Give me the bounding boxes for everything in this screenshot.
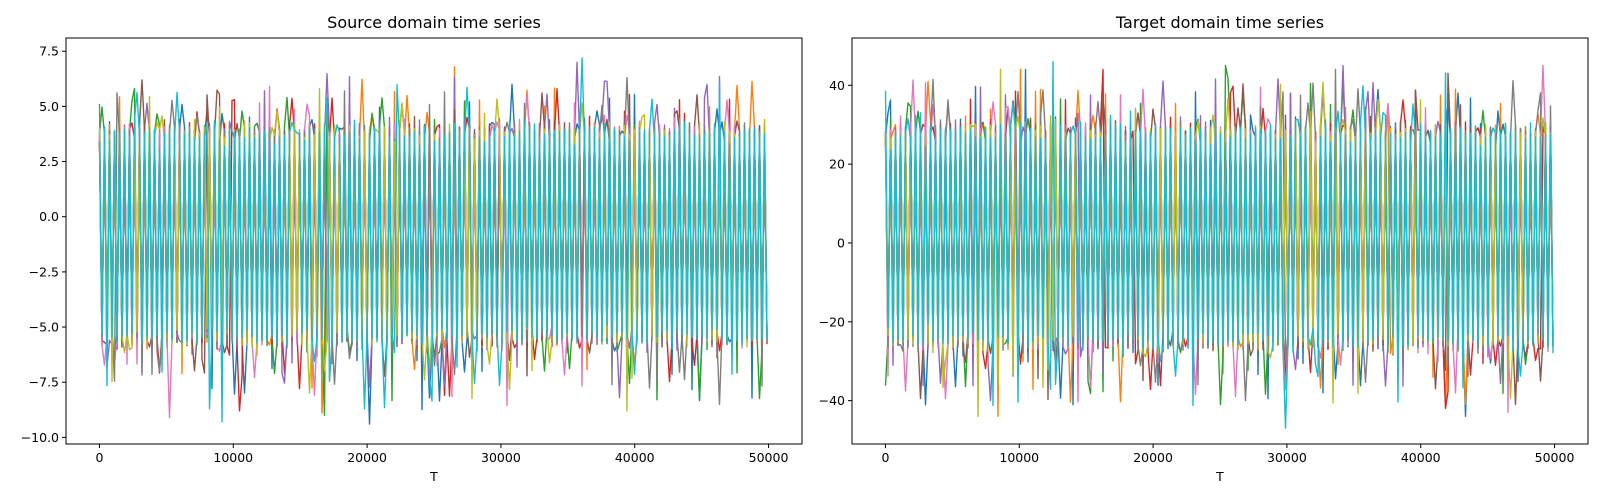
target-series-10-line bbox=[884, 61, 1554, 429]
source-plot-frame bbox=[65, 37, 803, 445]
source-x-tick-label: 50000 bbox=[749, 450, 789, 465]
source-chart-title: Source domain time series bbox=[327, 13, 541, 32]
source-panel: Source domain time series 0 10000 20000 300… bbox=[21, 13, 803, 484]
target-series-layer bbox=[884, 61, 1554, 429]
source-y-tick-label: 5.0 bbox=[39, 99, 59, 114]
target-chart-title: Target domain time series bbox=[1115, 13, 1324, 32]
target-x-tick-label: 50000 bbox=[1535, 450, 1575, 465]
target-x-tick-label: 10000 bbox=[999, 450, 1039, 465]
source-x-tick-label: 0 bbox=[95, 450, 103, 465]
target-y-tick-label: 40 bbox=[829, 78, 845, 93]
source-y-tick-label: −2.5 bbox=[29, 264, 59, 279]
source-y-tick-label: 0.0 bbox=[39, 209, 59, 224]
target-x-tick-label: 40000 bbox=[1401, 450, 1441, 465]
target-x-tick-label: 0 bbox=[881, 450, 889, 465]
source-x-tick-label: 10000 bbox=[213, 450, 253, 465]
source-x-axis-label: T bbox=[429, 469, 438, 484]
target-x-tick-label: 30000 bbox=[1267, 450, 1307, 465]
source-y-tick-label: 7.5 bbox=[39, 44, 59, 59]
target-axes: 0 10000 20000 30000 40000 50000 −40 −20 0 20 40 bbox=[819, 78, 1575, 465]
source-axes: 0 10000 20000 30000 40000 50000 −10.0 −7.5 −5.0 −… bbox=[21, 44, 789, 465]
source-x-tick-label: 30000 bbox=[481, 450, 521, 465]
source-series-10-line bbox=[98, 57, 768, 423]
target-y-tick-label: −20 bbox=[819, 314, 845, 329]
source-y-tick-label: −5.0 bbox=[29, 320, 59, 335]
target-y-tick-label: 20 bbox=[829, 157, 845, 172]
target-panel: Target domain time series 0 10000 20000 300… bbox=[819, 13, 1589, 484]
target-plot-frame bbox=[851, 37, 1589, 445]
target-y-tick-label: 0 bbox=[837, 235, 845, 250]
source-x-tick-label: 40000 bbox=[615, 450, 655, 465]
source-x-tick-label: 20000 bbox=[347, 450, 387, 465]
target-y-tick-label: −40 bbox=[819, 393, 845, 408]
source-y-tick-label: −7.5 bbox=[29, 375, 59, 390]
source-y-tick-label: 2.5 bbox=[39, 154, 59, 169]
target-x-axis-label: T bbox=[1215, 469, 1224, 484]
source-series-layer bbox=[98, 57, 768, 425]
source-y-tick-label: −10.0 bbox=[21, 430, 59, 445]
target-x-tick-label: 20000 bbox=[1133, 450, 1173, 465]
